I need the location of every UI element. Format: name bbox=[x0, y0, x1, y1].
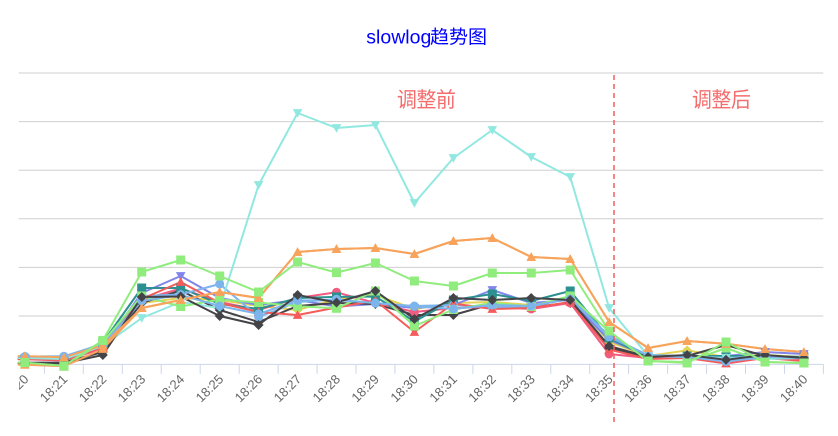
svg-text:slowlog: slowlog bbox=[366, 27, 431, 49]
